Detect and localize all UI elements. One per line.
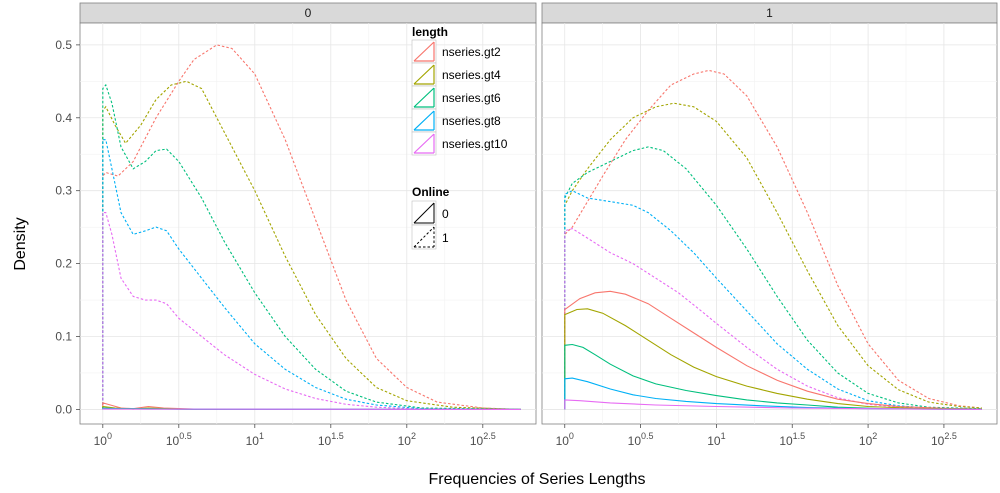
density-curve-nseries.gt8-online-1-panel-1 <box>564 190 982 410</box>
density-curves <box>102 44 982 410</box>
legend-swatch-nseries.gt10 <box>413 133 435 154</box>
y-tick-label: 0.0 <box>55 402 72 416</box>
x-tick-label: 100 <box>556 431 574 448</box>
density-curve-nseries.gt8-online-1-panel-0 <box>102 139 521 410</box>
panel-background-0 <box>79 22 537 425</box>
y-tick-label: 0.3 <box>55 184 72 198</box>
legend-label-nseries.gt4: nseries.gt4 <box>442 68 501 82</box>
x-tick-label: 102 <box>859 431 877 448</box>
x-tick-label: 101 <box>246 431 264 448</box>
density-curve-nseries.gt2-online-0-panel-1 <box>564 290 982 410</box>
density-curve-nseries.gt10-online-0-panel-1 <box>564 399 982 410</box>
legend-linetype-swatch-1 <box>413 226 435 248</box>
grid-lines <box>80 23 997 424</box>
density-curve-nseries.gt4-online-0-panel-1 <box>564 308 982 410</box>
legend-linetype-swatch-0 <box>413 202 435 224</box>
legend-swatch-nseries.gt6 <box>413 87 435 108</box>
density-curve-nseries.gt6-online-0-panel-1 <box>564 343 982 410</box>
y-tick-label: 0.4 <box>55 111 72 125</box>
x-tick-label: 100 <box>94 431 112 448</box>
y-axis-title: Density <box>12 217 29 270</box>
legend-swatch-nseries.gt4 <box>413 64 435 85</box>
facet-strip-label: 1 <box>766 6 773 20</box>
legend-label-online-0: 0 <box>442 207 449 221</box>
legend-swatch-nseries.gt8 <box>413 110 435 131</box>
density-curve-nseries.gt6-online-1-panel-1 <box>564 146 982 410</box>
axes: 100 100.5 101 101.5 102 102.5 100 100.5 101 101.5… <box>55 38 957 448</box>
y-tick-label: 0.5 <box>55 38 72 52</box>
density-curve-nseries.gt2-online-1-panel-1 <box>564 69 982 410</box>
density-curve-nseries.gt2-online-1-panel-0 <box>102 44 521 410</box>
legend-title-length: length <box>412 25 448 39</box>
legend-title-online: Online <box>412 185 450 199</box>
legend-swatch-nseries.gt2 <box>413 41 435 62</box>
density-curve-nseries.gt4-online-1-panel-0 <box>102 80 521 410</box>
x-tick-label: 102 <box>398 431 416 448</box>
y-tick-label: 0.1 <box>55 330 72 344</box>
density-curve-nseries.gt10-online-1-panel-0 <box>102 212 521 410</box>
legend-label-nseries.gt10: nseries.gt10 <box>442 137 508 151</box>
legend-label-nseries.gt2: nseries.gt2 <box>442 45 501 59</box>
legend-label-online-1: 1 <box>442 231 449 245</box>
x-tick-label: 100.5 <box>628 431 654 448</box>
x-tick-label: 101.5 <box>779 431 805 448</box>
x-tick-label: 102.5 <box>470 431 496 448</box>
x-tick-label: 101.5 <box>318 431 344 448</box>
density-curve-nseries.gt4-online-1-panel-1 <box>564 102 982 410</box>
legend-label-nseries.gt6: nseries.gt6 <box>442 91 501 105</box>
legend-label-nseries.gt8: nseries.gt8 <box>442 114 501 128</box>
facet-strip-label: 0 <box>305 6 312 20</box>
legend: length nseries.gt2 nseries.gt4 nseries.gt6 n… <box>411 25 508 250</box>
panel-background-1 <box>541 22 998 425</box>
x-axis-title: Frequencies of Series Lengths <box>428 471 645 488</box>
x-tick-label: 102.5 <box>931 431 957 448</box>
y-tick-label: 0.2 <box>55 257 72 271</box>
x-tick-label: 101 <box>707 431 725 448</box>
x-tick-label: 100.5 <box>166 431 192 448</box>
